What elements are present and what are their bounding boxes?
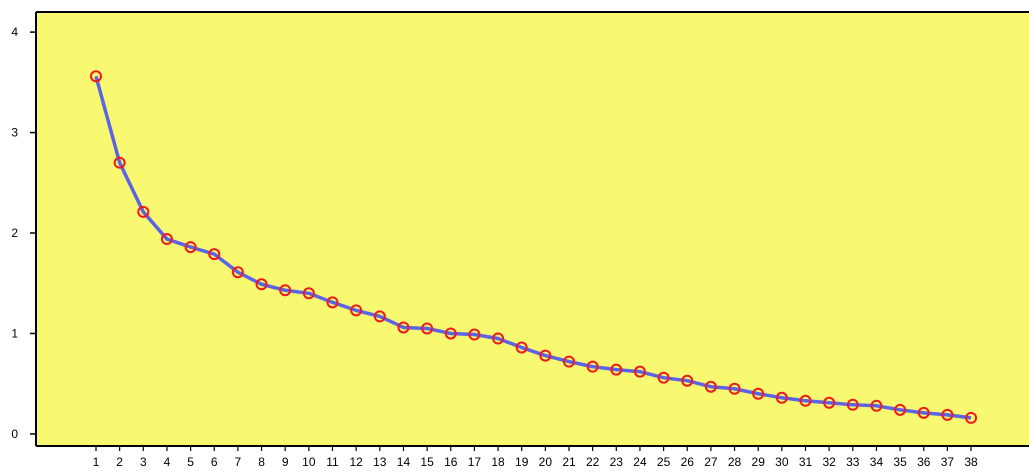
data-point xyxy=(681,374,694,387)
x-tick-label: 21 xyxy=(562,455,576,469)
plot-area xyxy=(36,12,1029,446)
data-point xyxy=(633,365,646,378)
x-tick-label: 28 xyxy=(728,455,742,469)
y-tick-label: 3 xyxy=(11,126,18,140)
x-tick-label: 24 xyxy=(633,455,647,469)
x-tick-label: 38 xyxy=(964,455,978,469)
data-point xyxy=(397,321,410,334)
data-point xyxy=(113,156,126,169)
x-tick-label: 12 xyxy=(349,455,363,469)
data-point xyxy=(586,360,599,373)
x-tick-label: 15 xyxy=(420,455,434,469)
data-point xyxy=(160,233,173,246)
x-tick-label: 19 xyxy=(515,455,529,469)
x-tick-label: 1 xyxy=(93,455,100,469)
data-point xyxy=(515,341,528,354)
x-tick-label: 5 xyxy=(187,455,194,469)
x-tick-label: 23 xyxy=(610,455,624,469)
data-point xyxy=(775,391,788,404)
x-tick-label: 26 xyxy=(681,455,695,469)
data-point xyxy=(941,408,954,421)
data-point xyxy=(279,284,292,297)
x-tick-label: 32 xyxy=(822,455,836,469)
x-tick-label: 30 xyxy=(775,455,789,469)
data-point xyxy=(444,327,457,340)
data-point xyxy=(657,371,670,384)
data-point xyxy=(137,205,150,218)
data-point xyxy=(894,403,907,416)
data-point xyxy=(492,332,505,345)
x-tick-label: 34 xyxy=(870,455,884,469)
x-tick-label: 7 xyxy=(235,455,242,469)
x-tick-label: 16 xyxy=(444,455,458,469)
x-tick-label: 8 xyxy=(258,455,265,469)
y-tick-label: 1 xyxy=(11,326,18,340)
x-tick-label: 13 xyxy=(373,455,387,469)
data-point xyxy=(870,399,883,412)
x-tick-label: 18 xyxy=(491,455,505,469)
data-point xyxy=(90,70,102,83)
data-point xyxy=(917,406,930,419)
x-tick-label: 20 xyxy=(539,455,553,469)
x-tick-label: 37 xyxy=(941,455,955,469)
data-point xyxy=(255,278,268,291)
data-point xyxy=(799,394,812,407)
data-point xyxy=(468,328,481,341)
data-point xyxy=(326,296,339,309)
x-tick-label: 6 xyxy=(211,455,218,469)
x-tick-label: 14 xyxy=(397,455,411,469)
x-tick-label: 17 xyxy=(468,455,482,469)
x-tick-label: 36 xyxy=(917,455,931,469)
x-tick-label: 11 xyxy=(326,455,339,469)
data-point xyxy=(846,398,859,411)
data-point xyxy=(563,355,575,368)
data-point xyxy=(965,411,978,424)
data-points xyxy=(90,70,978,424)
data-point xyxy=(373,310,386,323)
x-tick-label: 22 xyxy=(586,455,600,469)
x-ticks: 1 2 3 4 5 6 7 8 9 10 11 12 13 14 15 16 17 18 19 20 21 22 23 24 2… xyxy=(93,446,978,469)
data-point xyxy=(421,322,434,335)
data-point xyxy=(302,287,315,300)
data-point xyxy=(823,396,836,409)
data-point xyxy=(752,387,765,400)
x-tick-label: 4 xyxy=(164,455,171,469)
x-tick-label: 35 xyxy=(893,455,907,469)
y-tick-label: 0 xyxy=(11,427,18,441)
x-tick-label: 2 xyxy=(116,455,123,469)
x-tick-label: 31 xyxy=(799,455,813,469)
x-tick-label: 10 xyxy=(302,455,316,469)
data-point xyxy=(184,241,197,254)
data-point xyxy=(539,349,552,362)
x-tick-label: 33 xyxy=(846,455,860,469)
x-tick-label: 27 xyxy=(704,455,718,469)
x-tick-label: 29 xyxy=(752,455,766,469)
data-point xyxy=(350,304,363,317)
x-tick-label: 9 xyxy=(282,455,289,469)
y-tick-label: 2 xyxy=(11,226,18,240)
data-point xyxy=(704,380,717,393)
data-point xyxy=(728,382,741,395)
data-point xyxy=(231,266,244,279)
data-point xyxy=(208,248,221,261)
x-tick-label: 3 xyxy=(140,455,147,469)
y-ticks: 0 1 2 3 4 xyxy=(11,25,36,441)
data-point xyxy=(610,363,623,376)
x-tick-label: 25 xyxy=(657,455,671,469)
y-tick-label: 4 xyxy=(11,25,18,39)
